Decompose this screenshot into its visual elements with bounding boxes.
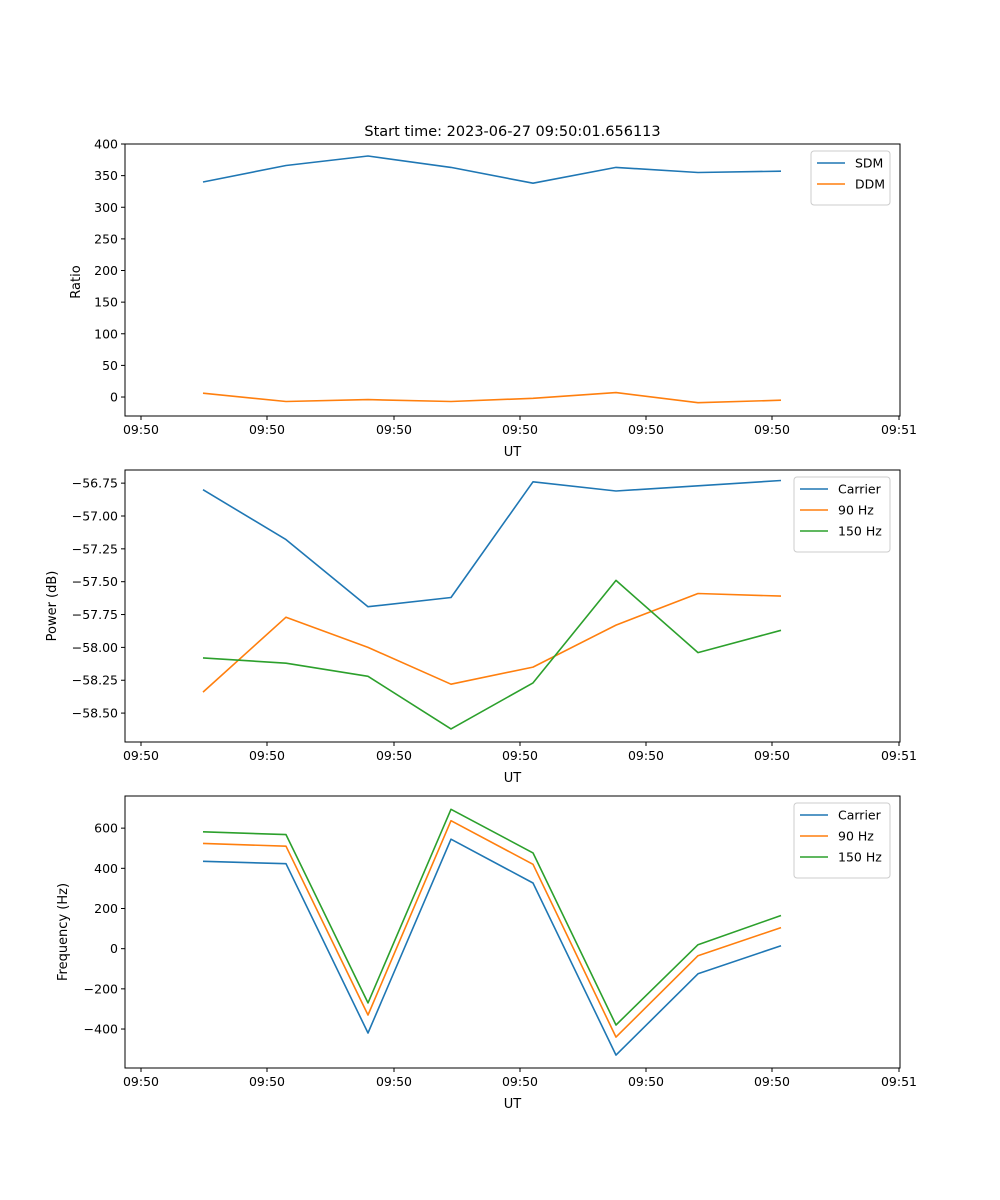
y-axis-label: Power (dB) <box>45 571 60 642</box>
y-tick-label: −57.00 <box>72 508 118 523</box>
y-axis: −400 −200 0 200 400 600 <box>84 821 125 1037</box>
x-tick-label: 09:50 <box>628 748 664 763</box>
legend-label: 90 Hz <box>838 829 874 844</box>
x-tick-label: 09:50 <box>376 1074 412 1089</box>
y-tick-label: −58.25 <box>72 673 118 688</box>
series-lines <box>202 479 782 730</box>
x-axis: 09:50 09:50 09:50 09:50 09:50 09:50 09:51 <box>123 1068 917 1089</box>
y-tick-label: 50 <box>102 358 118 373</box>
y-tick-label: −200 <box>84 981 118 996</box>
y-tick-label: 300 <box>94 200 118 215</box>
legend-label: DDM <box>855 177 885 192</box>
x-tick-label: 09:50 <box>628 1074 664 1089</box>
legend-label: 150 Hz <box>838 850 882 865</box>
legend-label: Carrier <box>838 482 882 497</box>
x-tick-label: 09:50 <box>249 422 285 437</box>
y-tick-label: −57.25 <box>72 541 118 556</box>
x-tick-label: 09:50 <box>123 748 159 763</box>
x-tick-label: 09:50 <box>376 422 412 437</box>
y-axis: 0 50 100 150 200 250 300 350 400 <box>94 137 125 405</box>
x-tick-label: 09:50 <box>249 748 285 763</box>
plot-area <box>124 469 901 743</box>
x-tick-label: 09:50 <box>123 422 159 437</box>
series-line-90-hz <box>202 592 782 693</box>
y-tick-label: −58.50 <box>72 706 118 721</box>
x-tick-label: 09:50 <box>502 422 538 437</box>
y-tick-label: −57.50 <box>72 574 118 589</box>
legend-box <box>810 150 891 206</box>
y-tick-label: 0 <box>110 941 118 956</box>
x-axis: 09:50 09:50 09:50 09:50 09:50 09:50 09:51 <box>123 416 917 437</box>
y-axis: −58.50 −58.25 −58.00 −57.75 −57.50 −57.25 −57.… <box>72 476 125 721</box>
series-line-sdm <box>202 155 782 184</box>
y-tick-label: 350 <box>94 168 118 183</box>
series-line-carrier <box>202 479 782 608</box>
y-tick-label: 0 <box>110 390 118 405</box>
legend: Carrier 90 Hz 150 Hz <box>793 476 891 553</box>
y-tick-label: 200 <box>94 901 118 916</box>
x-tick-label: 09:50 <box>249 1074 285 1089</box>
x-tick-label: 09:50 <box>123 1074 159 1089</box>
series-lines <box>202 808 782 1056</box>
legend: SDM DDM <box>810 150 891 206</box>
x-tick-label: 09:50 <box>502 1074 538 1089</box>
x-axis: 09:50 09:50 09:50 09:50 09:50 09:50 09:51 <box>123 742 917 763</box>
plot-area <box>124 143 901 417</box>
subplot-power: 09:50 09:50 09:50 09:50 09:50 09:50 09:51 −58.… <box>45 469 917 786</box>
y-tick-label: 400 <box>94 861 118 876</box>
legend-label: Carrier <box>838 808 882 823</box>
y-tick-label: 100 <box>94 326 118 341</box>
series-line-150-hz <box>202 808 782 1026</box>
y-tick-label: 200 <box>94 263 118 278</box>
x-tick-label: 09:50 <box>754 422 790 437</box>
y-axis-label: Frequency (Hz) <box>56 883 71 981</box>
subplot-ratio: Start time: 2023-06-27 09:50:01.656113 0… <box>69 124 917 460</box>
x-tick-label: 09:51 <box>881 1074 917 1089</box>
x-tick-label: 09:51 <box>881 422 917 437</box>
x-tick-label: 09:50 <box>754 748 790 763</box>
y-tick-label: 250 <box>94 231 118 246</box>
y-tick-label: 150 <box>94 295 118 310</box>
y-tick-label: 400 <box>94 137 118 152</box>
legend-box <box>793 476 891 553</box>
x-axis-label: UT <box>504 771 522 786</box>
series-line-ddm <box>202 391 782 404</box>
y-axis-label: Ratio <box>69 265 84 298</box>
legend-label: 90 Hz <box>838 503 874 518</box>
subplot-frequency: 09:50 09:50 09:50 09:50 09:50 09:50 09:51 −400… <box>56 795 917 1112</box>
y-tick-label: −56.75 <box>72 476 118 491</box>
y-tick-label: −400 <box>84 1022 118 1037</box>
series-line-90-hz <box>202 819 782 1038</box>
x-tick-label: 09:50 <box>376 748 412 763</box>
x-axis-label: UT <box>504 1097 522 1112</box>
legend: Carrier 90 Hz 150 Hz <box>793 802 891 879</box>
legend-label: SDM <box>855 156 883 171</box>
y-tick-label: 600 <box>94 821 118 836</box>
y-tick-label: −57.75 <box>72 607 118 622</box>
series-line-150-hz <box>202 579 782 730</box>
series-lines <box>202 155 782 404</box>
x-tick-label: 09:50 <box>754 1074 790 1089</box>
legend-label: 150 Hz <box>838 524 882 539</box>
x-tick-label: 09:50 <box>502 748 538 763</box>
chart-title: Start time: 2023-06-27 09:50:01.656113 <box>364 124 660 140</box>
plot-area <box>124 795 901 1069</box>
x-tick-label: 09:50 <box>628 422 664 437</box>
y-tick-label: −58.00 <box>72 640 118 655</box>
series-line-carrier <box>202 838 782 1056</box>
x-tick-label: 09:51 <box>881 748 917 763</box>
legend-box <box>793 802 891 879</box>
x-axis-label: UT <box>504 445 522 460</box>
